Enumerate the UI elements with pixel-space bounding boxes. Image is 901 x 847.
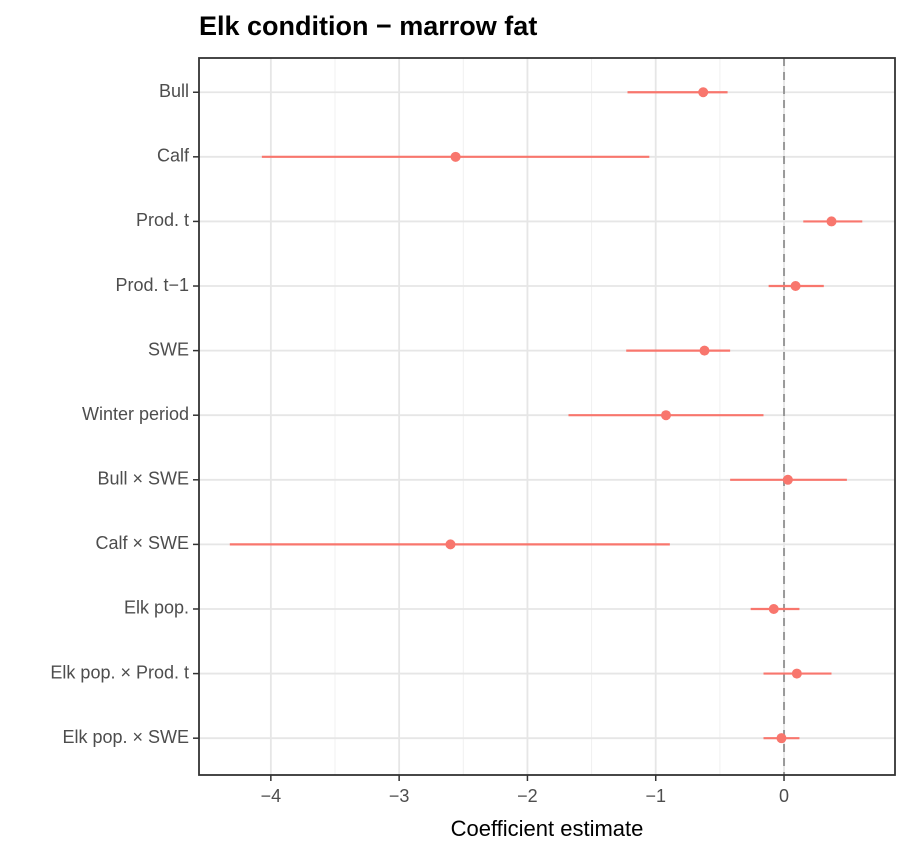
- point: [782, 474, 793, 485]
- point: [768, 603, 779, 614]
- y-tick-label: Elk pop.: [124, 598, 189, 618]
- y-tick-label: Elk pop. × Prod. t: [50, 662, 189, 682]
- panel-border: [198, 57, 896, 776]
- y-tick-label: Prod. t: [136, 210, 189, 230]
- y-tick-label: Bull × SWE: [97, 469, 189, 489]
- x-tick-label: −1: [645, 786, 666, 806]
- y-tick-label: SWE: [148, 339, 189, 359]
- point: [776, 733, 787, 744]
- x-tick-label: −4: [261, 786, 282, 806]
- point: [791, 668, 802, 679]
- x-tick-label: −3: [389, 786, 410, 806]
- y-tick-label: Calf: [157, 146, 190, 166]
- point: [450, 151, 461, 162]
- point: [698, 87, 709, 98]
- point: [699, 345, 710, 356]
- x-axis-title: Coefficient estimate: [451, 816, 644, 841]
- point: [660, 410, 671, 421]
- y-tick-label: Winter period: [82, 404, 189, 424]
- chart-title: Elk condition − marrow fat: [199, 11, 537, 41]
- x-tick-label: 0: [779, 786, 789, 806]
- x-tick-label: −2: [517, 786, 538, 806]
- y-tick-label: Prod. t−1: [115, 275, 189, 295]
- point: [445, 539, 456, 550]
- y-tick-label: Calf × SWE: [95, 533, 189, 553]
- y-tick-label: Elk pop. × SWE: [62, 727, 189, 747]
- point: [826, 216, 837, 227]
- point: [790, 281, 801, 292]
- y-tick-label: Bull: [159, 81, 189, 101]
